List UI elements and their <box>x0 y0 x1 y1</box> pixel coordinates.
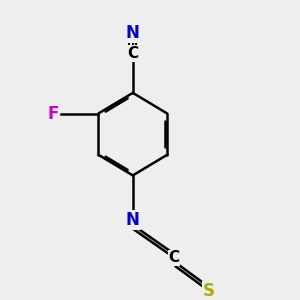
Text: C: C <box>169 250 180 266</box>
Text: F: F <box>47 104 59 122</box>
Text: N: N <box>126 211 140 229</box>
Text: N: N <box>126 24 140 42</box>
Text: S: S <box>202 282 214 300</box>
Text: C: C <box>127 46 138 61</box>
